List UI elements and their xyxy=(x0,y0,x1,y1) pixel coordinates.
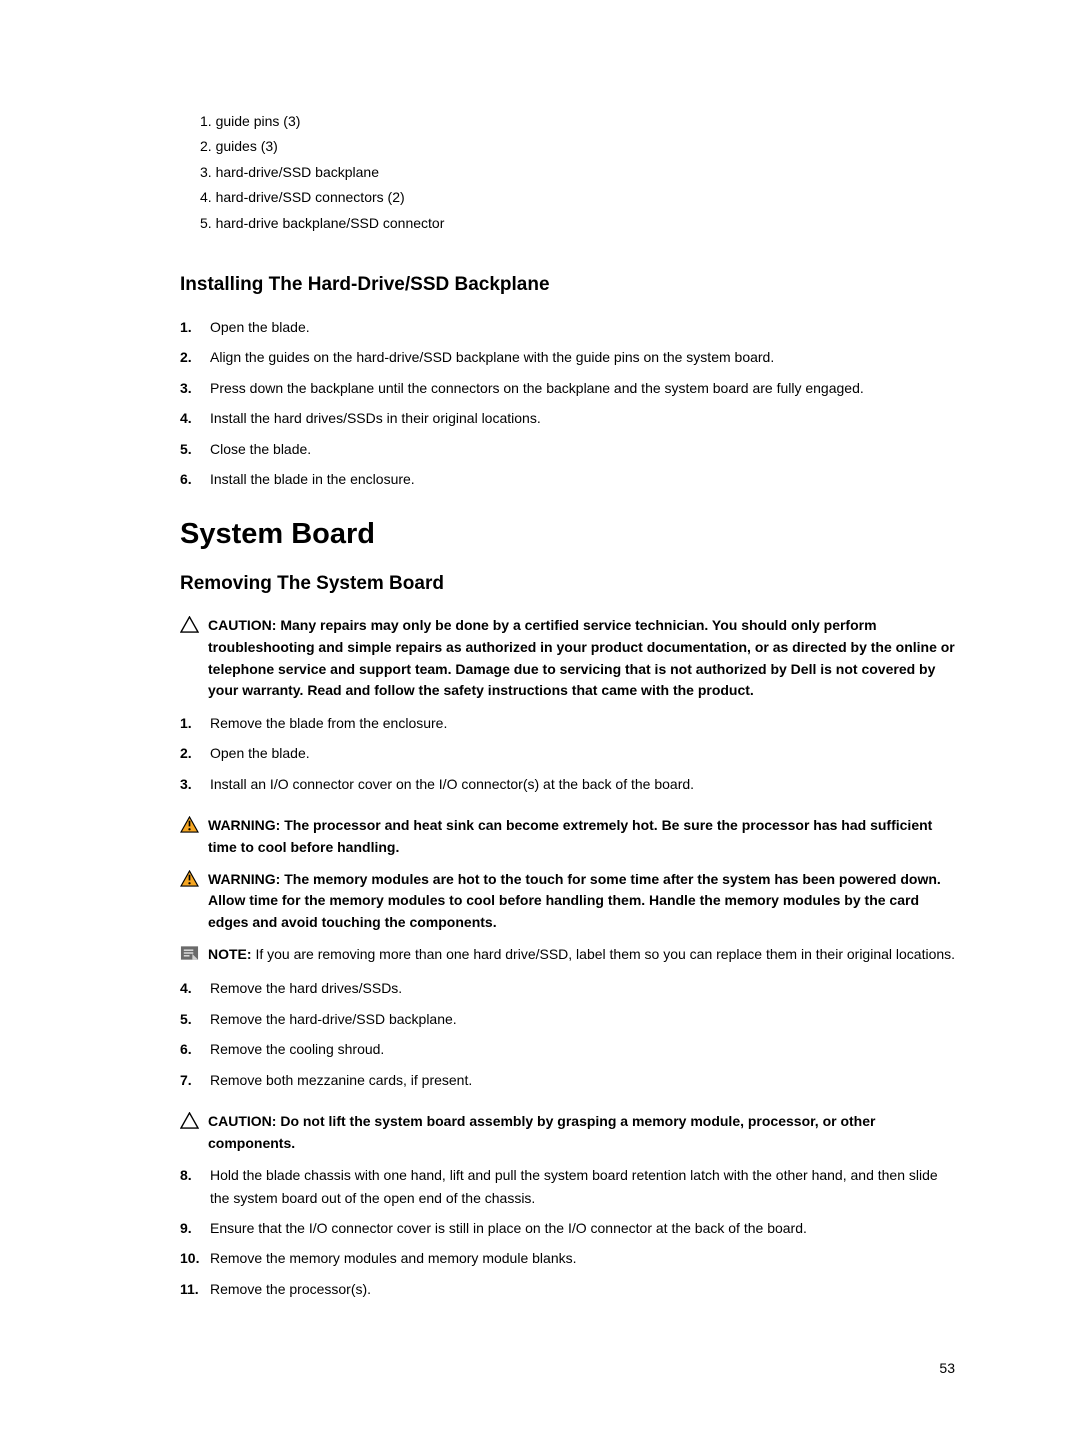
legend-item: 3. hard-drive/SSD backplane xyxy=(180,161,960,183)
caution-callout: CAUTION: Many repairs may only be done b… xyxy=(180,615,960,702)
warning-icon xyxy=(180,869,208,894)
step-number: 2. xyxy=(180,346,210,368)
step-text: Remove the hard drives/SSDs. xyxy=(210,977,960,999)
step-item: 9. Ensure that the I/O connector cover i… xyxy=(180,1217,960,1239)
step-item: 11. Remove the processor(s). xyxy=(180,1278,960,1300)
step-text: Remove the hard-drive/SSD backplane. xyxy=(210,1008,960,1030)
caution-label: CAUTION: xyxy=(208,617,280,633)
step-text: Open the blade. xyxy=(210,316,960,338)
step-list-b: 4. Remove the hard drives/SSDs. 5. Remov… xyxy=(180,977,960,1091)
step-item: 4. Install the hard drives/SSDs in their… xyxy=(180,407,960,429)
step-number: 3. xyxy=(180,773,210,795)
step-text: Open the blade. xyxy=(210,742,960,764)
legend-item: 4. hard-drive/SSD connectors (2) xyxy=(180,186,960,208)
step-text: Close the blade. xyxy=(210,438,960,460)
caution-callout: CAUTION: Do not lift the system board as… xyxy=(180,1111,960,1154)
caution-body: Do not lift the system board assembly by… xyxy=(208,1113,875,1151)
caution-icon xyxy=(180,615,208,640)
section-heading-installing: Installing The Hard-Drive/SSD Backplane xyxy=(180,274,960,296)
legend-item: 1. guide pins (3) xyxy=(180,110,960,132)
step-list-a: 1. Remove the blade from the enclosure. … xyxy=(180,712,960,795)
warning-icon xyxy=(180,815,208,840)
step-number: 2. xyxy=(180,742,210,764)
step-item: 7. Remove both mezzanine cards, if prese… xyxy=(180,1069,960,1091)
step-number: 1. xyxy=(180,316,210,338)
warning-callout: WARNING: The memory modules are hot to t… xyxy=(180,869,960,934)
step-item: 2. Open the blade. xyxy=(180,742,960,764)
step-text: Remove both mezzanine cards, if present. xyxy=(210,1069,960,1091)
step-text: Press down the backplane until the conne… xyxy=(210,377,960,399)
step-number: 6. xyxy=(180,1038,210,1060)
warning-label: WARNING: xyxy=(208,817,284,833)
step-item: 3. Install an I/O connector cover on the… xyxy=(180,773,960,795)
warning-callout: WARNING: The processor and heat sink can… xyxy=(180,815,960,858)
step-number: 8. xyxy=(180,1164,210,1209)
caution-label: CAUTION: xyxy=(208,1113,280,1129)
note-body: If you are removing more than one hard d… xyxy=(255,946,955,962)
step-number: 5. xyxy=(180,438,210,460)
step-number: 1. xyxy=(180,712,210,734)
caution-text: CAUTION: Do not lift the system board as… xyxy=(208,1111,960,1154)
caution-text: CAUTION: Many repairs may only be done b… xyxy=(208,615,960,702)
caution-icon xyxy=(180,1111,208,1136)
note-icon xyxy=(180,944,208,968)
step-item: 8. Hold the blade chassis with one hand,… xyxy=(180,1164,960,1209)
step-item: 2. Align the guides on the hard-drive/SS… xyxy=(180,346,960,368)
note-callout: NOTE: If you are removing more than one … xyxy=(180,944,960,968)
step-item: 3. Press down the backplane until the co… xyxy=(180,377,960,399)
warning-text: WARNING: The memory modules are hot to t… xyxy=(208,869,960,934)
step-text: Ensure that the I/O connector cover is s… xyxy=(210,1217,960,1239)
step-item: 6. Remove the cooling shroud. xyxy=(180,1038,960,1060)
step-list-installing: 1. Open the blade. 2. Align the guides o… xyxy=(180,316,960,490)
page-number: 53 xyxy=(180,1360,960,1376)
note-label: NOTE: xyxy=(208,946,255,962)
step-number: 9. xyxy=(180,1217,210,1239)
step-number: 6. xyxy=(180,468,210,490)
step-item: 10. Remove the memory modules and memory… xyxy=(180,1247,960,1269)
step-text: Align the guides on the hard-drive/SSD b… xyxy=(210,346,960,368)
note-text: NOTE: If you are removing more than one … xyxy=(208,944,960,966)
step-text: Hold the blade chassis with one hand, li… xyxy=(210,1164,960,1209)
step-text: Remove the processor(s). xyxy=(210,1278,960,1300)
step-number: 5. xyxy=(180,1008,210,1030)
step-item: 5. Close the blade. xyxy=(180,438,960,460)
step-number: 4. xyxy=(180,977,210,999)
step-list-c: 8. Hold the blade chassis with one hand,… xyxy=(180,1164,960,1300)
step-text: Install an I/O connector cover on the I/… xyxy=(210,773,960,795)
warning-text: WARNING: The processor and heat sink can… xyxy=(208,815,960,858)
step-number: 3. xyxy=(180,377,210,399)
step-text: Remove the blade from the enclosure. xyxy=(210,712,960,734)
step-item: 1. Remove the blade from the enclosure. xyxy=(180,712,960,734)
warning-label: WARNING: xyxy=(208,871,284,887)
main-heading: System Board xyxy=(180,518,960,551)
step-number: 10. xyxy=(180,1247,210,1269)
step-item: 6. Install the blade in the enclosure. xyxy=(180,468,960,490)
step-number: 11. xyxy=(180,1278,210,1300)
step-text: Remove the cooling shroud. xyxy=(210,1038,960,1060)
warning-body: The processor and heat sink can become e… xyxy=(208,817,932,855)
step-text: Install the blade in the enclosure. xyxy=(210,468,960,490)
warning-body: The memory modules are hot to the touch … xyxy=(208,871,941,930)
step-item: 4. Remove the hard drives/SSDs. xyxy=(180,977,960,999)
legend-item: 2. guides (3) xyxy=(180,135,960,157)
figure-legend: 1. guide pins (3) 2. guides (3) 3. hard-… xyxy=(180,110,960,234)
step-number: 4. xyxy=(180,407,210,429)
step-item: 1. Open the blade. xyxy=(180,316,960,338)
step-number: 7. xyxy=(180,1069,210,1091)
step-text: Remove the memory modules and memory mod… xyxy=(210,1247,960,1269)
step-item: 5. Remove the hard-drive/SSD backplane. xyxy=(180,1008,960,1030)
step-text: Install the hard drives/SSDs in their or… xyxy=(210,407,960,429)
legend-item: 5. hard-drive backplane/SSD connector xyxy=(180,212,960,234)
section-heading-removing: Removing The System Board xyxy=(180,573,960,595)
caution-body: Many repairs may only be done by a certi… xyxy=(208,617,955,698)
